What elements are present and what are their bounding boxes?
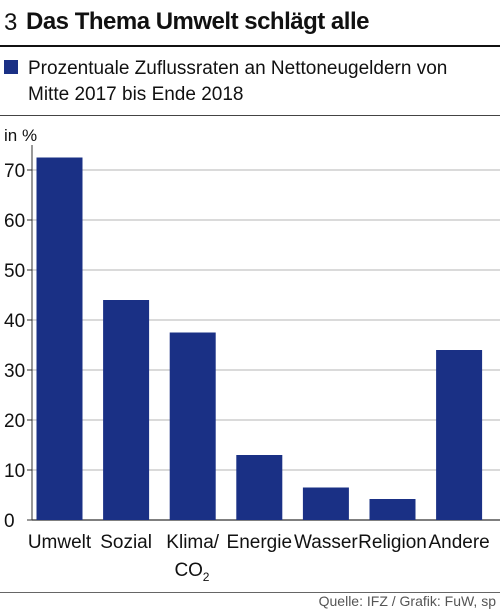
x-tick-label-subscript: 2 [203, 570, 210, 584]
bar [302, 487, 349, 520]
figure-number: 3 [4, 9, 18, 36]
x-tick-label: Energie [227, 532, 293, 553]
y-tick-label: 20 [4, 411, 25, 432]
bar [236, 455, 283, 520]
y-tick-label: 10 [4, 461, 25, 482]
bar [36, 157, 83, 520]
y-tick-label: 40 [4, 311, 25, 332]
legend-swatch [4, 60, 18, 74]
y-tick-label: 70 [4, 161, 25, 182]
footer-rule [0, 592, 500, 593]
source-credit: Quelle: IFZ / Grafik: FuW, sp [318, 593, 496, 609]
x-tick-label: Umwelt [28, 532, 92, 553]
y-tick-label: 50 [4, 261, 25, 282]
x-tick-label: Sozial [100, 532, 152, 553]
header-rule [0, 45, 500, 47]
bar [436, 350, 483, 520]
y-tick-label: 60 [4, 211, 25, 232]
x-tick-label: Andere [428, 532, 489, 553]
x-tick-label: Klima/ [166, 532, 220, 553]
bar [169, 332, 216, 520]
x-tick-label-line2: CO [174, 560, 203, 581]
x-tick-label: Wasser [294, 532, 358, 553]
x-tick-label: Religion [358, 532, 427, 553]
y-axis-unit-label: in % [4, 126, 38, 145]
legend-rule [0, 115, 500, 116]
chart-title: Das Thema Umwelt schlägt alle [26, 8, 369, 35]
bar [103, 300, 150, 520]
bar [369, 499, 416, 520]
chart-header: 3 Das Thema Umwelt schlägt alle [0, 0, 500, 44]
y-tick-label: 30 [4, 361, 25, 382]
y-tick-label: 0 [4, 511, 15, 532]
legend-text: Prozentuale Zuflussraten an Nettoneugeld… [28, 58, 448, 105]
